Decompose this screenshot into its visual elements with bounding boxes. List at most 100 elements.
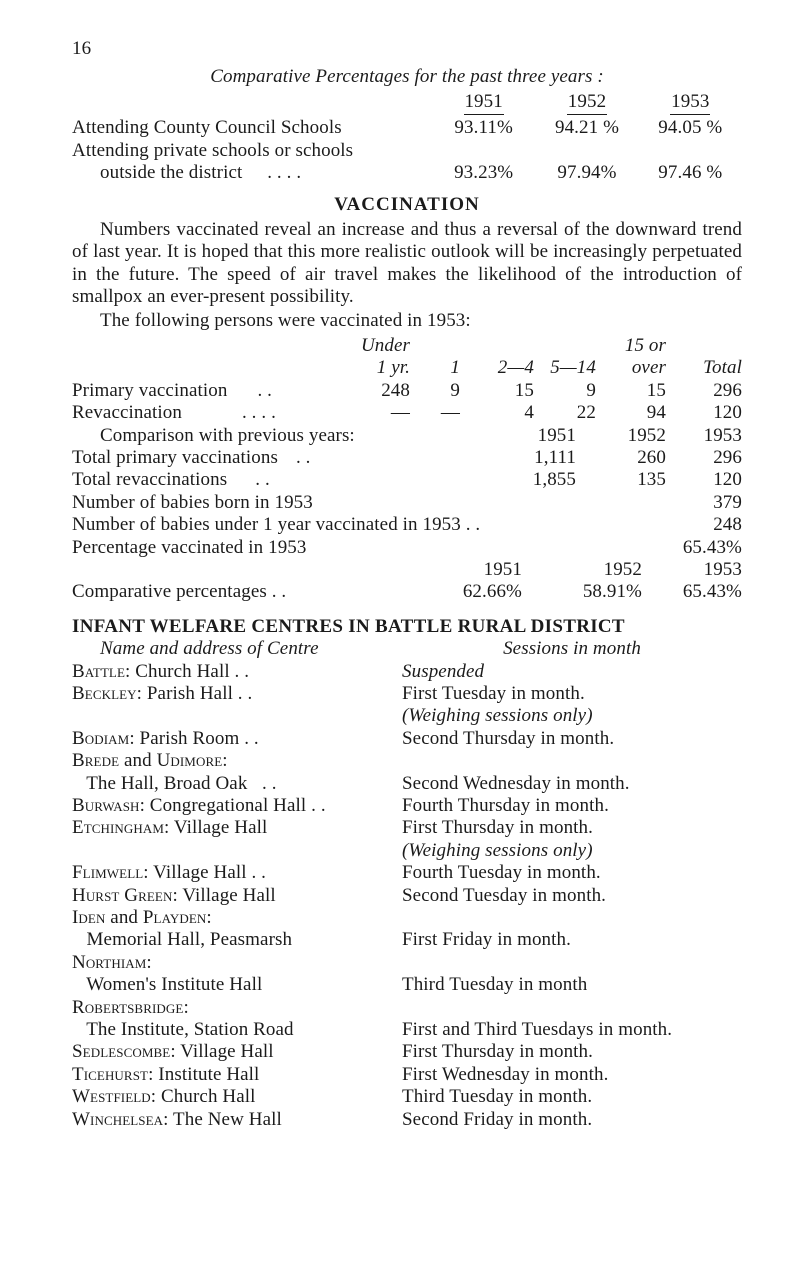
centre-session: Second Friday in month. (402, 1109, 742, 1131)
val: 248 (348, 380, 410, 402)
hdr-1yr: 1 yr. (348, 357, 410, 379)
centre-session (402, 952, 742, 974)
centre-row: Hurst Green: Village HallSecond Tuesday … (72, 885, 742, 907)
val: 94.21 % (535, 117, 638, 139)
page-number: 16 (72, 38, 742, 60)
val: 62.66% (392, 581, 522, 603)
centre-name: Westfield: Church Hall (72, 1086, 402, 1108)
centre-row: Sedlescombe: Village HallFirst Thursday … (72, 1041, 742, 1063)
val: 22 (534, 402, 596, 424)
underline (464, 113, 504, 115)
val: 248 (666, 514, 742, 536)
centre-session (402, 997, 742, 1019)
centre-name: Memorial Hall, Peasmarsh (72, 929, 402, 951)
hdr-total: Total (666, 357, 742, 379)
centre-name: Beckley: Parish Hall . . (72, 683, 402, 705)
year-1953: 1953 (639, 91, 742, 113)
val: 1951 (466, 425, 576, 447)
centre-row: Beckley: Parish Hall . .First Tuesday in… (72, 683, 742, 705)
vaccination-heading: VACCINATION (72, 194, 742, 216)
val: 135 (576, 469, 666, 491)
centre-session (402, 907, 742, 929)
val: 9 (410, 380, 460, 402)
centre-row: (Weighing sessions only) (72, 840, 742, 862)
val: 1951 (392, 559, 522, 581)
centre-row: Northiam: (72, 952, 742, 974)
centres-header: Name and address of Centre Sessions in m… (72, 638, 742, 660)
val: 15 (460, 380, 534, 402)
hdr-15or: 15 or (596, 335, 666, 357)
val: 1952 (576, 425, 666, 447)
centre-name: Women's Institute Hall (72, 974, 402, 996)
centre-session: First Thursday in month. (402, 1041, 742, 1063)
centre-session: Suspended (402, 661, 742, 683)
vaccination-intro: The following persons were vaccinated in… (72, 310, 742, 332)
centre-session: Fourth Tuesday in month. (402, 862, 742, 884)
centre-name: Iden and Playden: (72, 907, 402, 929)
centre-session: Third Tuesday in month (402, 974, 742, 996)
centre-name: Hurst Green: Village Hall (72, 885, 402, 907)
val: 97.94% (535, 162, 638, 184)
centre-name: Etchingham: Village Hall (72, 817, 402, 839)
attending-row-2b: outside the district . . . . 93.23% 97.9… (72, 162, 742, 184)
centre-row: Robertsbridge: (72, 997, 742, 1019)
centre-session: (Weighing sessions only) (402, 705, 742, 727)
centre-row: Ticehurst: Institute HallFirst Wednesday… (72, 1064, 742, 1086)
underline (670, 113, 710, 115)
centre-name: Brede and Udimore: (72, 750, 402, 772)
val: 93.11% (432, 117, 535, 139)
centre-session: First Wednesday in month. (402, 1064, 742, 1086)
tpv-label: Total primary vaccinations (72, 447, 278, 468)
val: 1953 (642, 559, 742, 581)
year-1952: 1952 (535, 91, 638, 113)
centres-header-left: Name and address of Centre (72, 638, 402, 660)
val: 58.91% (522, 581, 642, 603)
centre-row: Memorial Hall, PeasmarshFirst Friday in … (72, 929, 742, 951)
val: — (410, 402, 460, 424)
infant-heading: INFANT WELFARE CENTRES IN BATTLE RURAL D… (72, 616, 742, 638)
centre-row: The Hall, Broad Oak . .Second Wednesday … (72, 773, 742, 795)
centres-list: Battle: Church Hall . .SuspendedBeckley:… (72, 661, 742, 1132)
revacc-label: Revaccination (72, 402, 182, 423)
val: 65.43% (642, 581, 742, 603)
centre-row: (Weighing sessions only) (72, 705, 742, 727)
centre-name (72, 705, 402, 727)
val: 93.23% (432, 162, 535, 184)
val: 65.43% (642, 537, 742, 559)
year-header: 1951 1952 1953 (432, 91, 742, 113)
centre-session: First Thursday in month. (402, 817, 742, 839)
val: 296 (666, 447, 742, 469)
val: 120 (666, 402, 742, 424)
nbu-label: Number of babies under 1 year vaccinated… (72, 514, 666, 536)
hdr-1: 1 (410, 357, 460, 379)
centre-name: Northiam: (72, 952, 402, 974)
val: 97.46 % (639, 162, 742, 184)
centre-row: Iden and Playden: (72, 907, 742, 929)
centre-session: Second Tuesday in month. (402, 885, 742, 907)
attending-row-1: Attending County Council Schools 93.11% … (72, 117, 742, 139)
val: 1953 (666, 425, 742, 447)
val: 260 (576, 447, 666, 469)
pv-label: Percentage vaccinated in 1953 (72, 537, 642, 559)
centre-name: Flimwell: Village Hall . . (72, 862, 402, 884)
dots: . . . . (267, 162, 301, 183)
val: 1,855 (466, 469, 576, 491)
centre-row: Flimwell: Village Hall . .Fourth Tuesday… (72, 862, 742, 884)
centre-row: Westfield: Church HallThird Tuesday in m… (72, 1086, 742, 1108)
centre-row: Battle: Church Hall . .Suspended (72, 661, 742, 683)
centre-session: Second Thursday in month. (402, 728, 742, 750)
primary-vacc-label: Primary vaccination (72, 380, 227, 401)
centre-session: Fourth Thursday in month. (402, 795, 742, 817)
centre-name: The Institute, Station Road (72, 1019, 402, 1041)
centre-row: Winchelsea: The New HallSecond Friday in… (72, 1109, 742, 1131)
year-1951: 1951 (432, 91, 535, 113)
centre-name: The Hall, Broad Oak . . (72, 773, 402, 795)
centre-row: Etchingham: Village HallFirst Thursday i… (72, 817, 742, 839)
centre-name: Ticehurst: Institute Hall (72, 1064, 402, 1086)
attending-row-2a: Attending private schools or schools (72, 140, 742, 162)
hdr-under: Under (348, 335, 410, 357)
comparative-title: Comparative Percentages for the past thr… (72, 66, 742, 88)
val: 94 (596, 402, 666, 424)
val: 15 (596, 380, 666, 402)
attending-label: Attending County Council Schools (72, 117, 432, 139)
